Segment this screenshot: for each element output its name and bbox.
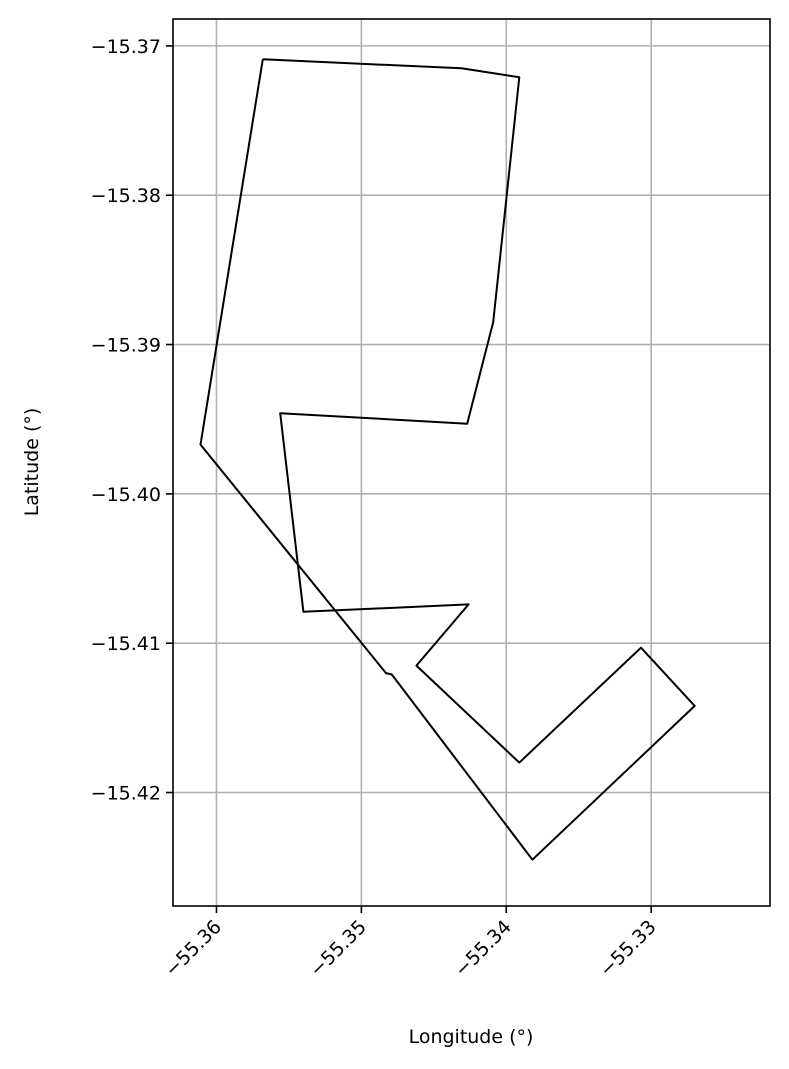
- y-tick-label: −15.39: [91, 335, 161, 357]
- y-tick-label: −15.42: [91, 783, 161, 805]
- plot-frame: [172, 18, 771, 907]
- data-layer: [199, 58, 696, 861]
- y-tick-label: −15.40: [91, 484, 161, 506]
- y-tick-label: −15.37: [91, 36, 161, 58]
- boundary-outline: [199, 58, 696, 861]
- x-axis-label: Longitude (°): [409, 1026, 534, 1048]
- y-tick-label: −15.38: [91, 185, 161, 207]
- y-axis-label: Latitude (°): [21, 408, 43, 517]
- grid-layer: [173, 19, 770, 906]
- y-tick-label: −15.41: [91, 633, 161, 655]
